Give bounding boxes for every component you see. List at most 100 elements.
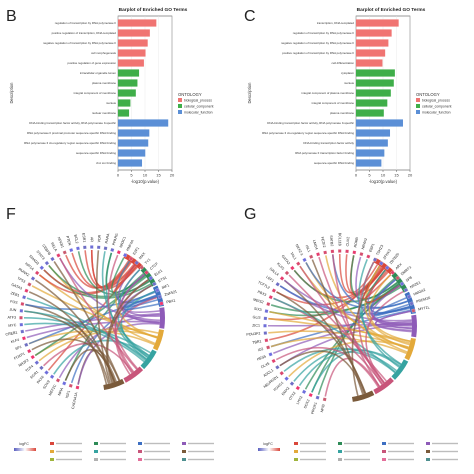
gene-label: ATF3 <box>7 316 16 320</box>
y-tick-label: zinc ion binding <box>96 161 116 165</box>
gene-label: ISL1 <box>305 245 312 253</box>
bar <box>118 149 146 157</box>
chord-ribbon <box>318 256 385 384</box>
y-tick-label: positive regulation of gene expression <box>67 61 116 65</box>
gene-label: NR2E1 <box>409 280 421 289</box>
gene-label: IGF1 <box>65 390 71 399</box>
x-tick-label: 20 <box>408 173 413 178</box>
term-sector <box>123 253 144 270</box>
bar <box>118 99 131 107</box>
chord-ribbon <box>28 291 108 385</box>
gene-tile <box>409 301 414 306</box>
gene-tile <box>308 254 314 259</box>
term-legend-swatch <box>94 442 98 445</box>
gene-label: JUN <box>9 308 17 313</box>
gene-label: SALL4 <box>269 267 280 277</box>
term-legend-text-placeholder <box>56 450 82 453</box>
term-legend-swatch <box>294 442 298 445</box>
chord-ribbon <box>25 312 160 332</box>
legend-entry: molecular_function <box>184 111 213 115</box>
chord-ribbon <box>355 256 412 330</box>
gene-label: ZFHX3 <box>382 249 392 261</box>
gene-tile <box>39 365 44 371</box>
gene-tile <box>90 245 94 249</box>
gene-tile <box>103 246 108 251</box>
legend-swatch <box>178 104 182 108</box>
gene-label: GATA3 <box>11 283 23 291</box>
gene-label: GATA2 <box>281 254 291 265</box>
chord-ribbon <box>53 261 121 381</box>
gene-label: FOXG1 <box>273 381 284 392</box>
term-legend-text-placeholder <box>144 442 170 445</box>
bar <box>118 119 169 127</box>
term-legend-swatch <box>182 442 186 445</box>
bar <box>118 159 143 167</box>
gene-tile <box>264 309 269 314</box>
logfc-colorbar <box>14 448 36 451</box>
gene-tile <box>39 265 45 271</box>
gene-label: SP1 <box>15 345 23 351</box>
panel-label-f: F <box>6 206 16 223</box>
gene-tile <box>308 392 313 398</box>
gene-label: PAX6 <box>36 375 45 384</box>
legend-entry: cellular_component <box>422 105 451 109</box>
gene-tile <box>268 352 273 357</box>
gene-tile <box>21 295 27 300</box>
term-legend-text-placeholder <box>432 458 458 461</box>
bar <box>118 79 138 87</box>
bar <box>118 39 148 47</box>
chord-ribbon <box>371 284 412 324</box>
legend-title: ONTOLOGY <box>178 92 202 97</box>
bar <box>356 49 386 57</box>
term-legend-swatch <box>138 450 142 453</box>
gene-tile <box>19 322 24 327</box>
chord-ribbon <box>105 279 149 384</box>
y-tick-label: integral component of membrane <box>74 91 117 95</box>
gene-label: RARA <box>104 233 110 244</box>
term-legend-swatch <box>338 450 342 453</box>
gene-tile <box>44 370 49 375</box>
gene-tile <box>345 249 349 254</box>
legend-swatch <box>416 98 420 102</box>
term-sector <box>391 272 409 293</box>
gene-label: SIX3 <box>254 307 262 312</box>
gene-label: BCL11B <box>338 233 342 247</box>
x-tick-label: 15 <box>394 173 399 178</box>
y-tick-label: cell differentiation <box>332 61 355 65</box>
term-legend-text-placeholder <box>432 450 458 453</box>
bar <box>356 129 391 137</box>
chord-ribbon <box>34 276 147 357</box>
gene-tile <box>34 270 40 276</box>
logfc-legend-title: logFC <box>263 442 273 446</box>
gene-label: HES5 <box>256 354 266 361</box>
gene-label: TAL1 <box>289 251 297 260</box>
bar <box>356 149 385 157</box>
bar <box>356 19 399 27</box>
gene-tile <box>62 381 67 386</box>
gene-tile <box>390 270 396 276</box>
legend-swatch <box>416 104 420 108</box>
gene-tile <box>295 261 301 267</box>
term-sector <box>152 329 164 351</box>
gene-tile <box>271 288 277 293</box>
y-tick-label: regulation of transcription by RNA polym… <box>293 31 354 35</box>
gene-tile <box>279 370 285 376</box>
term-sector <box>123 366 144 383</box>
y-tick-label: negative regulation of transcription by … <box>281 41 354 45</box>
legend-swatch <box>178 98 182 102</box>
gene-label: GLI3 <box>252 315 260 320</box>
term-legend-swatch <box>94 450 98 453</box>
gene-tile <box>263 324 267 328</box>
gene-tile <box>50 256 55 262</box>
gene-tile <box>284 270 290 276</box>
legend-entry: molecular_function <box>422 111 451 115</box>
gene-label: MAX <box>138 251 146 260</box>
gene-label: ETS1 <box>158 276 168 284</box>
gene-label: EMX2 <box>281 386 290 396</box>
gene-label: ELK1 <box>154 269 164 277</box>
gene-label: AR <box>90 237 94 242</box>
chart-title: Barplot of Enriched GO Terms <box>119 7 188 13</box>
y-tick-label: plasma membrane <box>92 81 116 85</box>
term-legend-text-placeholder <box>188 442 214 445</box>
term-sector <box>373 377 394 395</box>
